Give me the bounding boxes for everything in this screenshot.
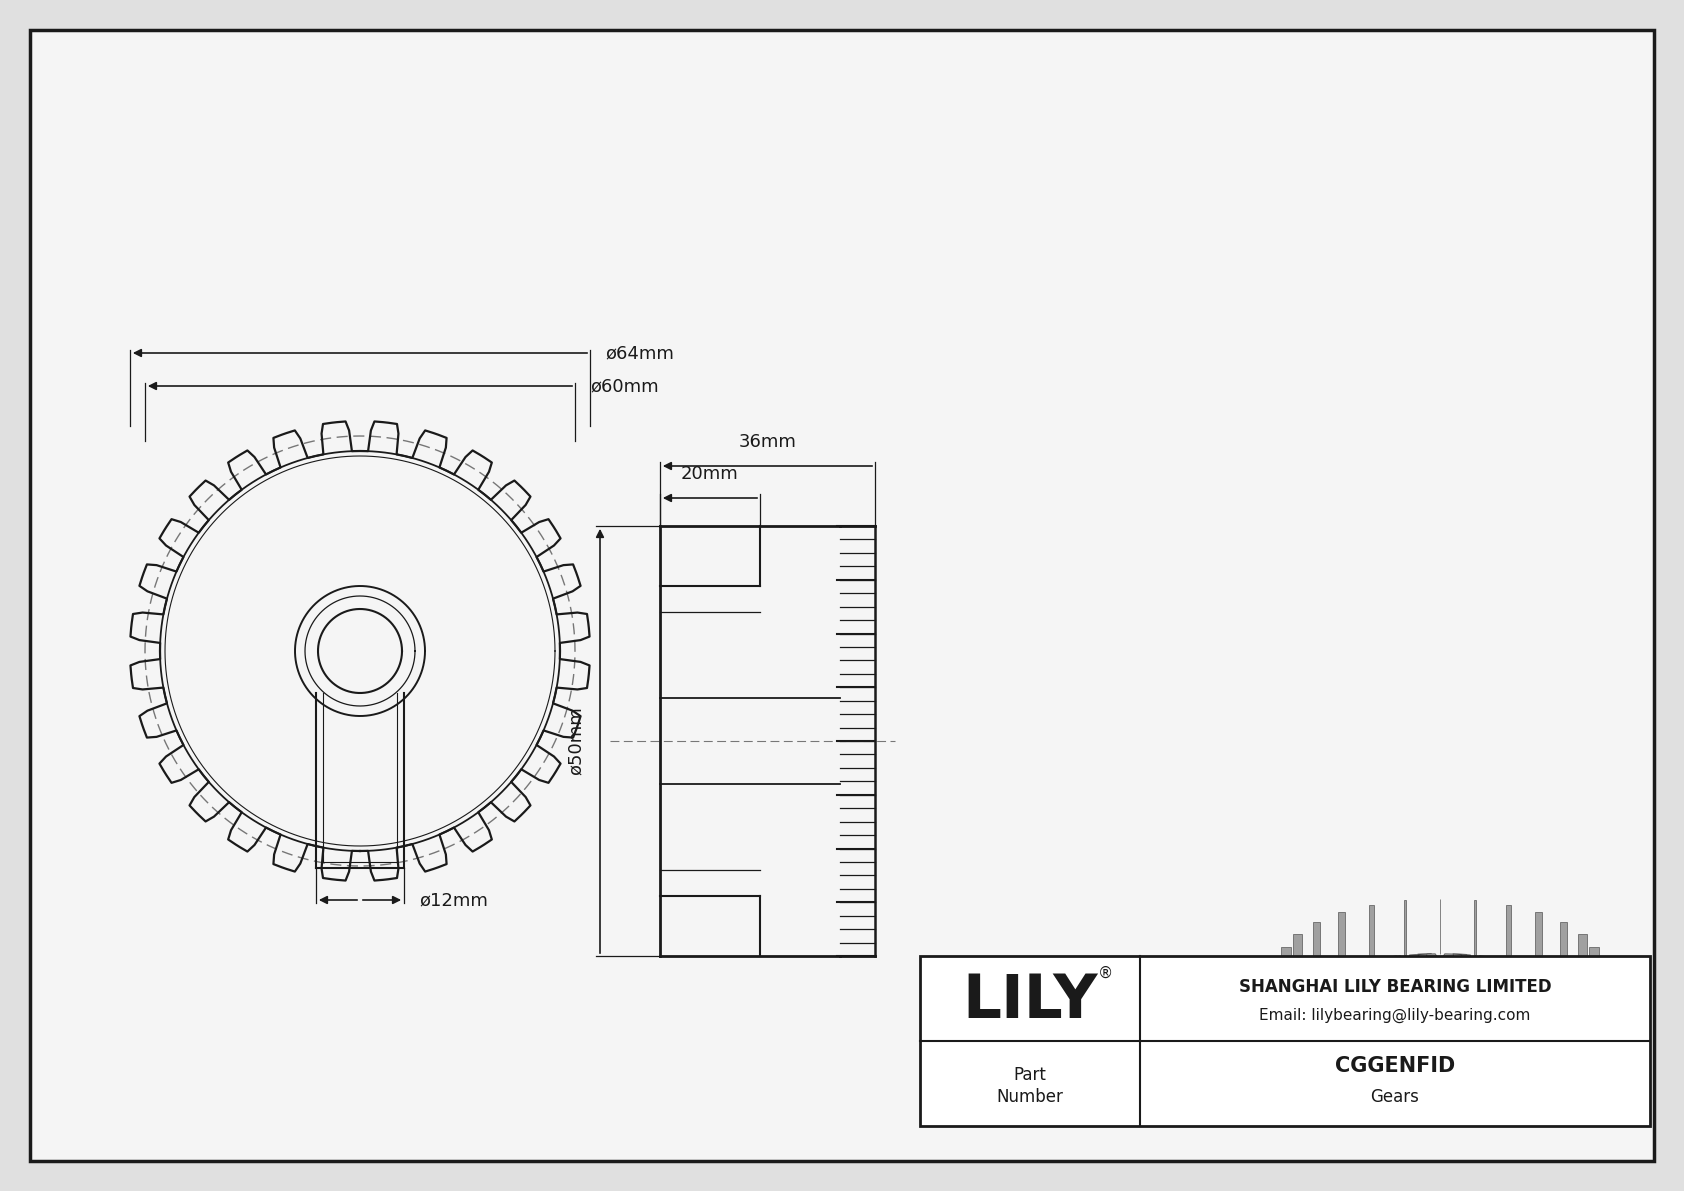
Text: Gears: Gears <box>1371 1089 1420 1106</box>
Polygon shape <box>1549 1040 1580 1053</box>
Text: ø12mm: ø12mm <box>419 891 488 909</box>
Polygon shape <box>1287 991 1314 1004</box>
Polygon shape <box>1507 905 1511 960</box>
Bar <box>919 956 1650 1125</box>
Polygon shape <box>1578 934 1586 989</box>
Polygon shape <box>1300 1040 1330 1053</box>
Polygon shape <box>1376 956 1410 966</box>
Polygon shape <box>1527 1050 1561 1064</box>
Text: 20mm: 20mm <box>680 464 739 484</box>
Text: SHANGHAI LILY BEARING LIMITED: SHANGHAI LILY BEARING LIMITED <box>1239 978 1551 996</box>
Polygon shape <box>1300 979 1330 992</box>
Polygon shape <box>1312 922 1320 978</box>
Polygon shape <box>1282 1016 1303 1028</box>
Polygon shape <box>1472 1066 1504 1077</box>
Text: Email: lilybearing@lily-bearing.com: Email: lilybearing@lily-bearing.com <box>1260 1008 1531 1023</box>
Text: Part: Part <box>1014 1066 1046 1084</box>
Polygon shape <box>1576 1016 1598 1028</box>
Ellipse shape <box>1374 990 1507 1042</box>
Text: ø60mm: ø60mm <box>589 378 658 395</box>
Text: Number: Number <box>997 1089 1063 1106</box>
Polygon shape <box>1410 1070 1440 1078</box>
Polygon shape <box>1320 968 1352 981</box>
Polygon shape <box>1559 922 1568 978</box>
Polygon shape <box>1293 934 1302 989</box>
Text: ø50mm: ø50mm <box>568 706 584 775</box>
Polygon shape <box>1549 979 1580 992</box>
Polygon shape <box>1472 956 1504 966</box>
Polygon shape <box>1404 900 1406 955</box>
Polygon shape <box>1566 991 1593 1004</box>
Polygon shape <box>1346 1059 1379 1071</box>
Polygon shape <box>1410 954 1440 962</box>
Polygon shape <box>1282 1004 1303 1016</box>
Polygon shape <box>1276 961 1287 1016</box>
Polygon shape <box>1590 947 1598 1002</box>
Polygon shape <box>1287 1028 1314 1041</box>
Polygon shape <box>1593 961 1603 1016</box>
Ellipse shape <box>1431 1012 1448 1019</box>
Polygon shape <box>1566 1028 1593 1041</box>
Polygon shape <box>1369 905 1374 960</box>
Polygon shape <box>1282 947 1292 1002</box>
Polygon shape <box>1500 1059 1534 1071</box>
Text: 36mm: 36mm <box>739 434 797 451</box>
Ellipse shape <box>1403 1002 1477 1030</box>
Polygon shape <box>1300 961 1580 1016</box>
Text: ø64mm: ø64mm <box>605 344 674 362</box>
Text: ®: ® <box>1098 966 1113 980</box>
Text: LILY: LILY <box>962 972 1098 1031</box>
Polygon shape <box>1440 1070 1472 1078</box>
Polygon shape <box>1320 1050 1352 1064</box>
Polygon shape <box>1536 912 1541 967</box>
Polygon shape <box>1576 1004 1598 1016</box>
Polygon shape <box>1474 900 1477 955</box>
Polygon shape <box>1527 968 1561 981</box>
Polygon shape <box>1500 961 1534 973</box>
Ellipse shape <box>1300 961 1580 1071</box>
Polygon shape <box>1346 961 1379 973</box>
Polygon shape <box>1440 954 1472 962</box>
Polygon shape <box>1376 1066 1410 1077</box>
Polygon shape <box>1339 912 1344 967</box>
Text: CGGENFID: CGGENFID <box>1335 1056 1455 1077</box>
